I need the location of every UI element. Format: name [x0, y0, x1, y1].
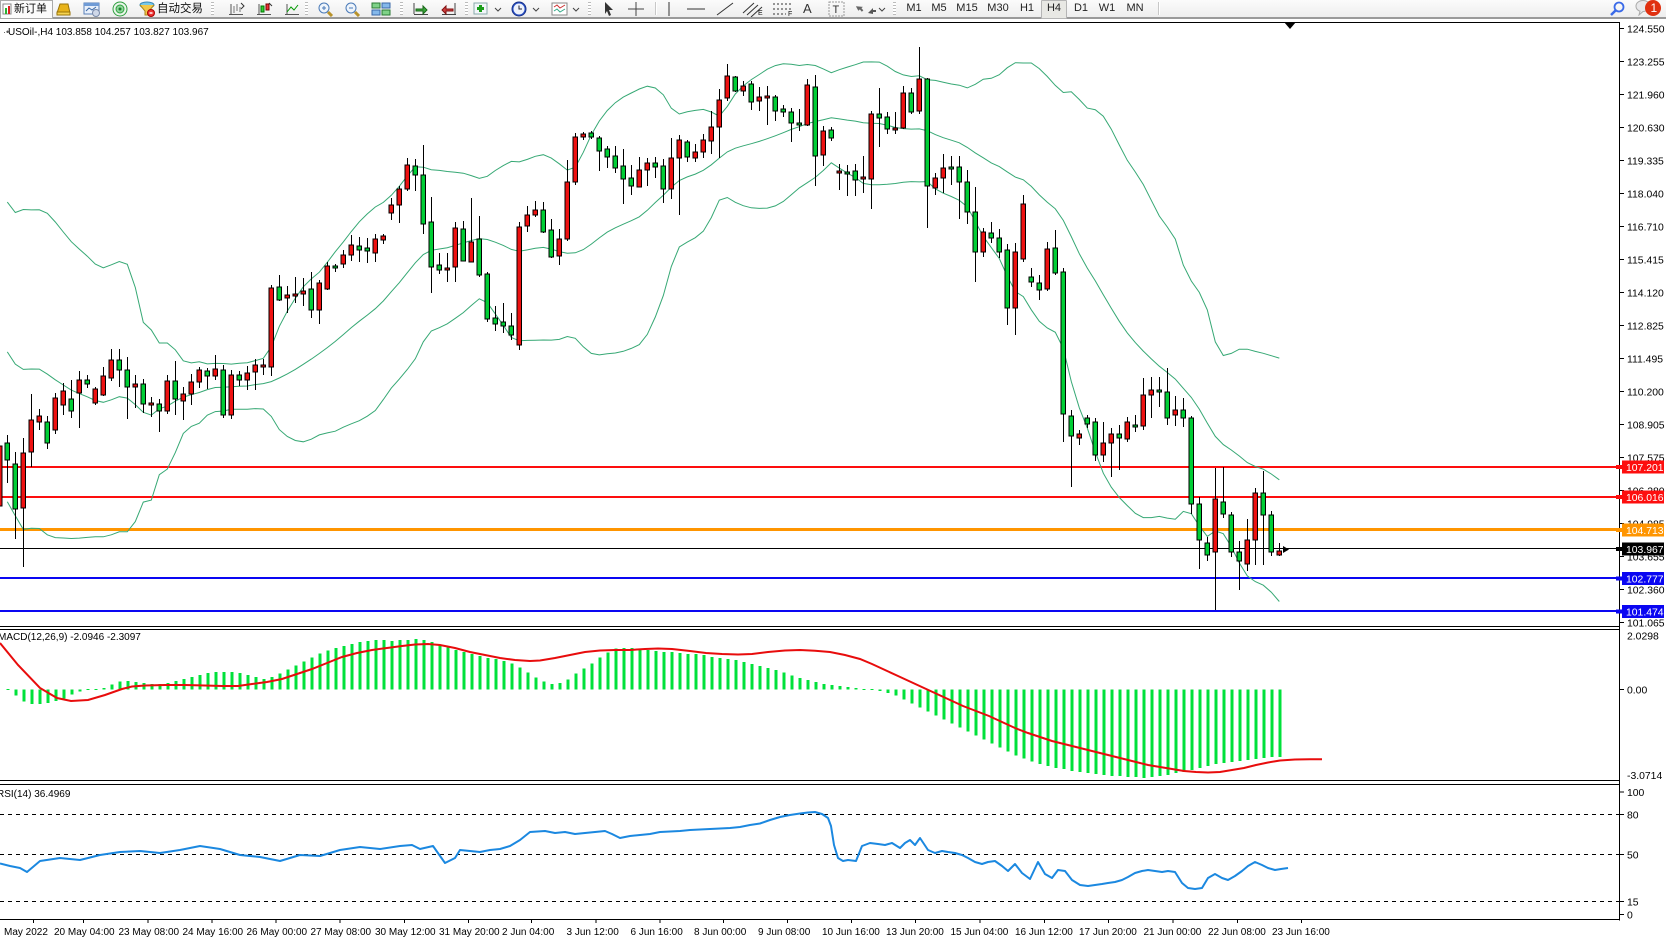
svg-text:111.495: 111.495 [1627, 355, 1663, 366]
svg-text:E: E [758, 10, 763, 17]
svg-text:23 May 08:00: 23 May 08:00 [119, 927, 180, 938]
svg-text:17 Jun 20:00: 17 Jun 20:00 [1079, 927, 1137, 938]
svg-text:102.360: 102.360 [1627, 586, 1665, 597]
svg-text:115.415: 115.415 [1627, 256, 1664, 267]
svg-text:123.255: 123.255 [1627, 58, 1665, 69]
svg-text:15 Jun 04:00: 15 Jun 04:00 [951, 927, 1009, 938]
svg-text:-3.0714: -3.0714 [1627, 771, 1662, 782]
svg-text:6 Jun 16:00: 6 Jun 16:00 [631, 927, 684, 938]
svg-text:116.710: 116.710 [1627, 223, 1664, 234]
svg-text:101.474: 101.474 [1626, 608, 1664, 619]
svg-text:22 Jun 08:00: 22 Jun 08:00 [1208, 927, 1266, 938]
svg-text:15: 15 [1627, 898, 1639, 909]
svg-text:80: 80 [1627, 811, 1639, 822]
svg-text:2 Jun 04:00: 2 Jun 04:00 [502, 927, 555, 938]
svg-text:21 Jun 00:00: 21 Jun 00:00 [1144, 927, 1202, 938]
svg-text:10 Jun 16:00: 10 Jun 16:00 [822, 927, 880, 938]
svg-text:2.0298: 2.0298 [1627, 632, 1659, 643]
svg-text:104.713: 104.713 [1626, 526, 1664, 537]
svg-text:107.575: 107.575 [1627, 454, 1665, 465]
svg-text:20 May 04:00: 20 May 04:00 [54, 927, 115, 938]
svg-text:8 Jun 00:00: 8 Jun 00:00 [694, 927, 747, 938]
svg-text:100: 100 [1627, 788, 1645, 799]
svg-text:30 May 12:00: 30 May 12:00 [375, 927, 436, 938]
svg-text:101.065: 101.065 [1627, 619, 1665, 630]
svg-text:26 May 00:00: 26 May 00:00 [247, 927, 308, 938]
svg-text:107.201: 107.201 [1626, 463, 1664, 474]
svg-text:May 2022: May 2022 [4, 927, 48, 938]
svg-text:102.777: 102.777 [1626, 575, 1664, 586]
svg-text:110.200: 110.200 [1627, 388, 1664, 399]
svg-text:MACD(12,26,9) -2.0946 -2.3097: MACD(12,26,9) -2.0946 -2.3097 [0, 632, 141, 643]
svg-text:106.016: 106.016 [1626, 493, 1664, 504]
svg-text:13 Jun 20:00: 13 Jun 20:00 [886, 927, 944, 938]
svg-text:119.335: 119.335 [1627, 157, 1664, 168]
svg-text:120.630: 120.630 [1627, 124, 1665, 135]
svg-text:1: 1 [1651, 1, 1658, 15]
svg-text:124.550: 124.550 [1627, 25, 1665, 36]
svg-text:3 Jun 12:00: 3 Jun 12:00 [567, 927, 620, 938]
svg-text:112.825: 112.825 [1627, 322, 1664, 333]
svg-text:108.905: 108.905 [1627, 421, 1665, 432]
svg-text:0: 0 [1627, 911, 1633, 922]
svg-text:103.655: 103.655 [1627, 553, 1665, 564]
svg-text:16 Jun 12:00: 16 Jun 12:00 [1015, 927, 1073, 938]
svg-text:121.960: 121.960 [1627, 91, 1665, 102]
svg-text:USOil-,H4 103.858 104.257 103: USOil-,H4 103.858 104.257 103.827 103.96… [8, 27, 209, 38]
svg-text:·•: ·• [3, 27, 9, 37]
svg-text:T: T [833, 4, 840, 16]
svg-text:27 May 08:00: 27 May 08:00 [311, 927, 372, 938]
svg-text:23 Jun 16:00: 23 Jun 16:00 [1272, 927, 1330, 938]
svg-text:24 May 16:00: 24 May 16:00 [183, 927, 244, 938]
svg-text:RSI(14) 36.4969: RSI(14) 36.4969 [0, 789, 71, 800]
svg-text:9 Jun 08:00: 9 Jun 08:00 [758, 927, 811, 938]
svg-text:103.967: 103.967 [1626, 545, 1664, 556]
svg-text:F: F [788, 11, 792, 17]
svg-text:114.120: 114.120 [1627, 289, 1664, 300]
svg-text:118.040: 118.040 [1627, 190, 1664, 201]
svg-text:0.00: 0.00 [1627, 686, 1647, 697]
svg-text:31 May 20:00: 31 May 20:00 [439, 927, 500, 938]
svg-text:50: 50 [1627, 851, 1639, 862]
